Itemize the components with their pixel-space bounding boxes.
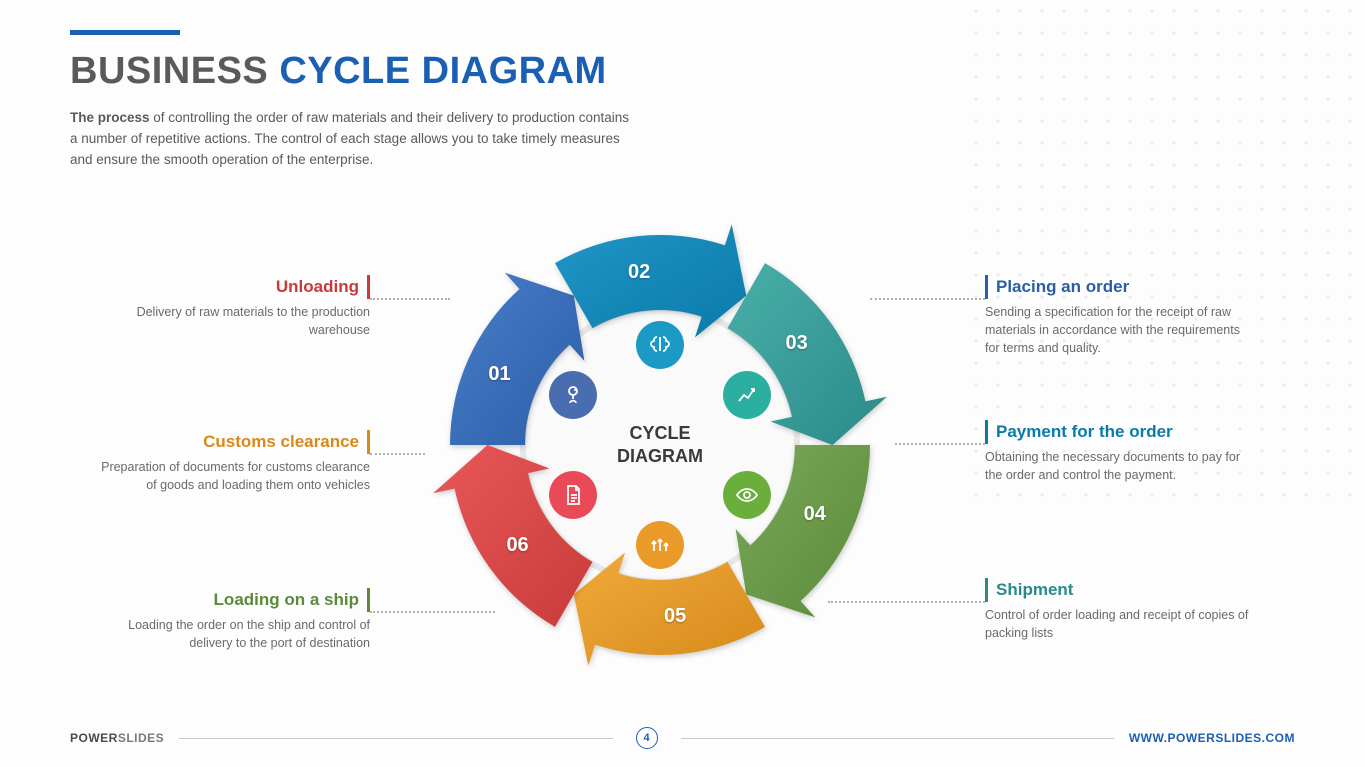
label-04: Loading on a ship Loading the order on t…: [100, 588, 370, 652]
segment-number-06: 06: [506, 534, 528, 557]
footer-line-right: [681, 738, 1114, 739]
connector-line-03: [828, 601, 985, 603]
subtitle-bold: The process: [70, 110, 150, 125]
label-title-03: Shipment: [985, 578, 1081, 602]
connector-line-02: [895, 443, 985, 445]
label-desc-01: Sending a specification for the receipt …: [985, 303, 1255, 357]
label-desc-05: Preparation of documents for customs cle…: [100, 458, 370, 494]
label-desc-06: Delivery of raw materials to the product…: [100, 303, 370, 339]
title-accent-bar: [70, 30, 180, 35]
footer-url: WWW.POWERSLIDES.COM: [1129, 731, 1295, 745]
label-desc-03: Control of order loading and receipt of …: [985, 606, 1255, 642]
label-01: Placing an order Sending a specification…: [985, 275, 1255, 357]
label-06: Unloading Delivery of raw materials to t…: [100, 275, 370, 339]
page-title: BUSINESS CYCLE DIAGRAM: [70, 50, 607, 93]
subtitle-rest: of controlling the order of raw material…: [70, 110, 629, 167]
label-title-06: Unloading: [268, 275, 370, 299]
label-title-05: Customs clearance: [195, 430, 370, 454]
label-desc-02: Obtaining the necessary documents to pay…: [985, 448, 1255, 484]
footer-line-left: [179, 738, 612, 739]
title-part-1: BUSINESS: [70, 50, 279, 92]
cycle-arrow-06: [380, 185, 940, 705]
footer-brand: POWERSLIDES: [70, 731, 164, 745]
subtitle-text: The process of controlling the order of …: [70, 108, 630, 171]
label-title-02: Payment for the order: [985, 420, 1181, 444]
footer: POWERSLIDES 4 WWW.POWERSLIDES.COM: [70, 727, 1295, 749]
connector-line-05: [370, 453, 425, 455]
label-05: Customs clearance Preparation of documen…: [100, 430, 370, 494]
cycle-diagram: CYCLE DIAGRAM 01 02 03 04 05 06: [380, 185, 940, 705]
title-part-2: CYCLE DIAGRAM: [279, 50, 606, 92]
label-03: Shipment Control of order loading and re…: [985, 578, 1255, 642]
label-desc-04: Loading the order on the ship and contro…: [100, 616, 370, 652]
label-02: Payment for the order Obtaining the nece…: [985, 420, 1255, 484]
connector-line-06: [370, 298, 450, 300]
page-number: 4: [636, 727, 658, 749]
connector-line-04: [370, 611, 495, 613]
label-title-01: Placing an order: [985, 275, 1137, 299]
connector-line-01: [870, 298, 985, 300]
label-title-04: Loading on a ship: [206, 588, 370, 612]
